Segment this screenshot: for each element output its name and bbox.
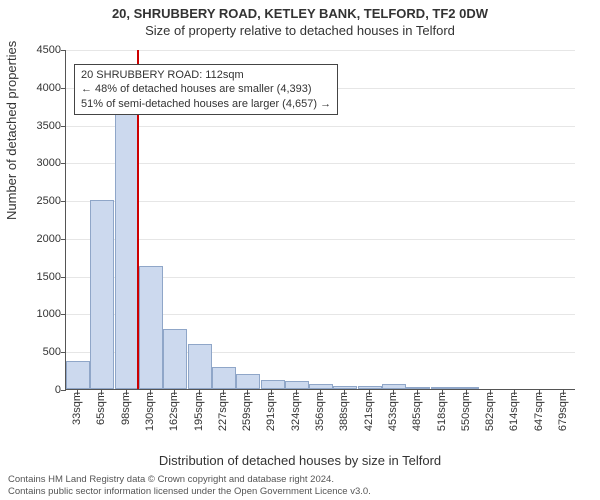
- y-ticks: 050010001500200025003000350040004500: [0, 50, 65, 390]
- histogram-bar: [261, 380, 285, 389]
- histogram-bar: [309, 384, 333, 389]
- attribution-footer: Contains HM Land Registry data © Crown c…: [8, 474, 371, 497]
- footer-line-1: Contains HM Land Registry data © Crown c…: [8, 474, 371, 485]
- histogram-bar: [66, 361, 90, 389]
- gridline: [66, 50, 575, 51]
- annotation-line: 20 SHRUBBERY ROAD: 112sqm: [81, 68, 331, 82]
- y-tick-label: 2000: [11, 233, 61, 245]
- chart-container: 20, SHRUBBERY ROAD, KETLEY BANK, TELFORD…: [0, 0, 600, 500]
- footer-line-2: Contains public sector information licen…: [8, 486, 371, 497]
- histogram-bar: [382, 384, 406, 389]
- y-tick-label: 4500: [11, 44, 61, 56]
- chart-title: 20, SHRUBBERY ROAD, KETLEY BANK, TELFORD…: [0, 0, 600, 22]
- x-tick-label: 485sqm: [411, 392, 423, 431]
- x-axis-label: Distribution of detached houses by size …: [0, 453, 600, 468]
- x-tick-label: 195sqm: [193, 392, 205, 431]
- annotation-line: 51% of semi-detached houses are larger (…: [81, 97, 331, 111]
- histogram-bar: [455, 387, 479, 389]
- x-tick-label: 65sqm: [95, 392, 107, 425]
- y-tick-label: 500: [11, 346, 61, 358]
- x-tick-label: 582sqm: [484, 392, 496, 431]
- histogram-bar: [285, 381, 309, 389]
- histogram-bar: [139, 266, 163, 389]
- x-tick-label: 98sqm: [120, 392, 132, 425]
- histogram-bar: [163, 329, 187, 389]
- y-tick-label: 3500: [11, 120, 61, 132]
- x-tick-label: 614sqm: [508, 392, 520, 431]
- x-tick-label: 162sqm: [168, 392, 180, 431]
- plot-area: 20 SHRUBBERY ROAD: 112sqm← 48% of detach…: [65, 50, 575, 390]
- gridline: [66, 239, 575, 240]
- histogram-bar: [236, 374, 260, 389]
- histogram-bar: [333, 386, 357, 389]
- x-tick-label: 356sqm: [314, 392, 326, 431]
- histogram-bar: [115, 72, 139, 389]
- annotation-line: ← 48% of detached houses are smaller (4,…: [81, 82, 331, 96]
- histogram-bar: [406, 387, 430, 389]
- histogram-bar: [90, 200, 114, 389]
- x-tick-label: 388sqm: [338, 392, 350, 431]
- x-tick-label: 291sqm: [265, 392, 277, 431]
- chart-subtitle: Size of property relative to detached ho…: [0, 22, 600, 38]
- y-tick-label: 1500: [11, 271, 61, 283]
- histogram-bar: [188, 344, 212, 389]
- x-tick-label: 227sqm: [217, 392, 229, 431]
- histogram-bar: [212, 367, 236, 389]
- gridline: [66, 201, 575, 202]
- gridline: [66, 163, 575, 164]
- gridline: [66, 126, 575, 127]
- x-tick-label: 453sqm: [387, 392, 399, 431]
- x-tick-label: 324sqm: [290, 392, 302, 431]
- x-tick-label: 130sqm: [144, 392, 156, 431]
- annotation-box: 20 SHRUBBERY ROAD: 112sqm← 48% of detach…: [74, 64, 338, 115]
- histogram-bar: [358, 386, 382, 389]
- x-tick-label: 33sqm: [71, 392, 83, 425]
- x-tick-label: 679sqm: [557, 392, 569, 431]
- x-tick-label: 647sqm: [533, 392, 545, 431]
- y-tick-label: 2500: [11, 195, 61, 207]
- histogram-bar: [431, 387, 455, 389]
- x-tick-label: 259sqm: [241, 392, 253, 431]
- y-tick-label: 1000: [11, 308, 61, 320]
- y-tick-label: 4000: [11, 82, 61, 94]
- x-tick-label: 550sqm: [460, 392, 472, 431]
- y-tick-label: 0: [11, 384, 61, 396]
- x-tick-label: 518sqm: [436, 392, 448, 431]
- y-tick-label: 3000: [11, 157, 61, 169]
- x-tick-label: 421sqm: [363, 392, 375, 431]
- x-ticks: 33sqm 65sqm 98sqm 130sqm 162sqm 195sqm 227sqm 2…: [65, 390, 575, 445]
